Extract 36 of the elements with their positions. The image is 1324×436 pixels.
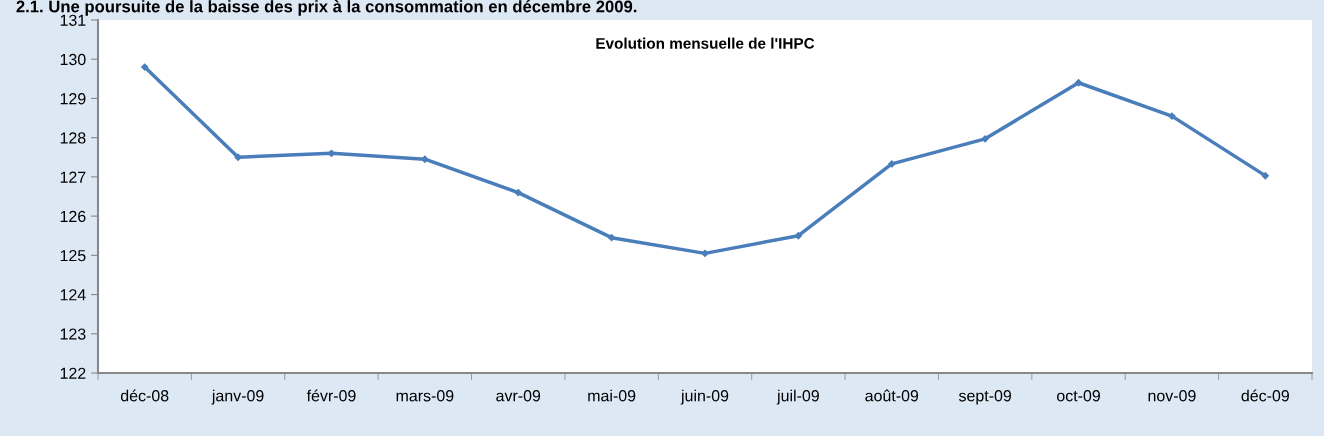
y-tick-label: 131 xyxy=(60,14,86,26)
point xyxy=(607,234,616,242)
text: Evolution mensuelle de l'IHPC xyxy=(596,37,815,49)
point xyxy=(1261,172,1269,180)
point xyxy=(1074,79,1083,87)
x-tick-label: juin-09 xyxy=(680,389,729,405)
point xyxy=(701,249,709,258)
y-tick-label: 124 xyxy=(60,289,86,301)
point xyxy=(981,135,989,143)
point xyxy=(141,63,149,71)
y-tick-label: 130 xyxy=(60,53,86,66)
y-tick-label: 122 xyxy=(60,367,86,379)
y-tick-label: 125 xyxy=(60,249,86,262)
x-tick-label: sept-09 xyxy=(958,390,1012,405)
x-tick-label: juil-09 xyxy=(776,389,819,405)
y-tick-label: 128 xyxy=(60,132,86,144)
point xyxy=(514,188,522,197)
x-tick-label: août-09 xyxy=(865,389,919,402)
y-tick-label: 129 xyxy=(60,93,86,105)
x-tick-label: févr-09 xyxy=(306,389,356,402)
x-tick-label: mars-09 xyxy=(396,390,454,402)
point xyxy=(794,232,803,240)
point xyxy=(234,153,242,161)
x-tick-label: déc-09 xyxy=(1241,389,1289,402)
x-tick-label: oct-09 xyxy=(1057,390,1100,402)
x-tick-label: janv-09 xyxy=(211,389,264,405)
x-tick-label: nov-09 xyxy=(1148,390,1196,402)
x-tick-label: déc-08 xyxy=(120,389,169,402)
y-tick-label: 123 xyxy=(60,328,86,340)
point xyxy=(888,160,896,168)
x-tick-label: avr-09 xyxy=(496,390,541,402)
y-tick-label: 126 xyxy=(60,210,86,223)
x-tick-label: mai-09 xyxy=(588,389,636,402)
point xyxy=(421,155,429,163)
point xyxy=(1168,112,1176,120)
y-tick-label: 127 xyxy=(60,171,86,183)
